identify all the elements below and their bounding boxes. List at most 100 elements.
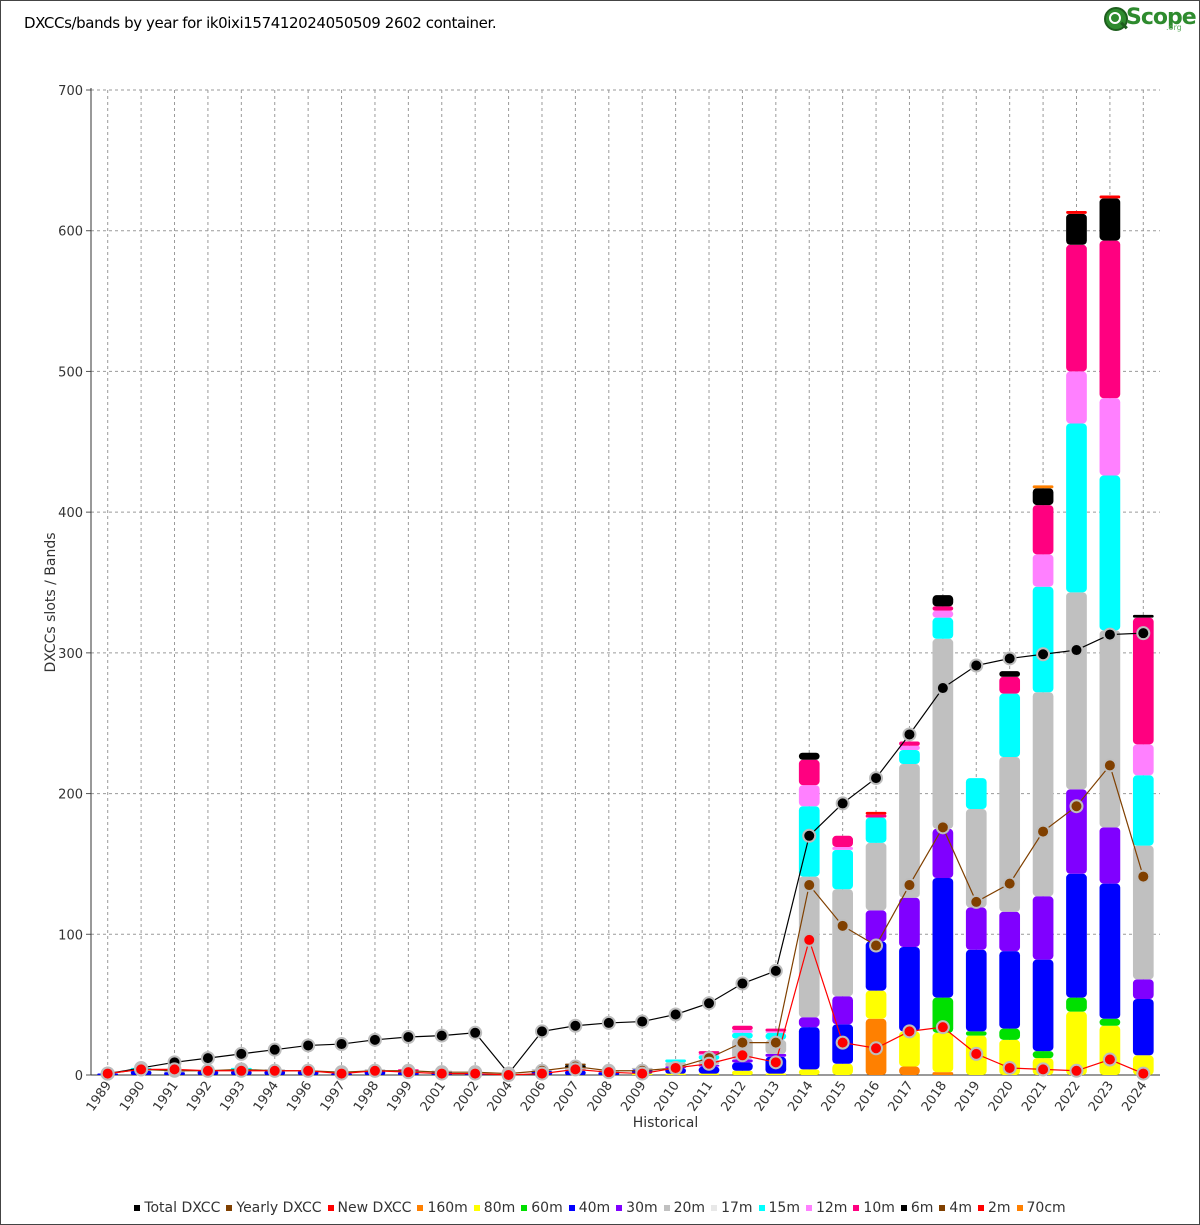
bar-segment-20m [832, 889, 853, 997]
point-new-dxcc [1102, 1052, 1117, 1067]
point-new-dxcc [768, 1055, 783, 1070]
x-tick-label: 1992 [184, 1079, 215, 1115]
bar-segment-10m [732, 1025, 753, 1030]
bar-segment-80m [832, 1063, 853, 1075]
bar-segment-80m [732, 1070, 753, 1075]
point-total-dxcc [367, 1032, 382, 1047]
legend-label: 2m [987, 1200, 1011, 1216]
point-total-dxcc [601, 1015, 616, 1030]
scope-logo[interactable]: Scope .org [1102, 4, 1197, 38]
bar-segment-30m [865, 910, 887, 942]
x-tick-label: 1997 [318, 1079, 349, 1115]
bar-segment-80m [698, 1073, 720, 1075]
bar-segment-2m [1099, 195, 1121, 199]
legend-label: 12m [815, 1200, 848, 1216]
y-tick-label: 0 [75, 1069, 83, 1084]
bar-segment-30m [965, 907, 987, 950]
legend-swatch [134, 1205, 141, 1211]
point-total-dxcc [1102, 627, 1117, 642]
legend-swatch [1016, 1205, 1023, 1211]
bar-segment-12m [1099, 398, 1121, 476]
magnifier-lens [1109, 12, 1121, 24]
x-tick-label: 1999 [384, 1079, 415, 1115]
legend-swatch [616, 1205, 623, 1211]
bar-segment-15m [732, 1032, 753, 1039]
point-new-dxcc [234, 1063, 249, 1078]
legend-item: 60m [521, 1200, 563, 1216]
legend-item: 6m [900, 1200, 933, 1216]
bar-segment-10m [899, 741, 920, 746]
point-yearly-dxcc [1136, 869, 1151, 884]
bar-segment-80m [1066, 1011, 1087, 1075]
chart-title: DXCCs/bands by year for ik0ixi1574120240… [24, 14, 497, 32]
legend-label: 15m [768, 1200, 800, 1216]
point-total-dxcc [768, 963, 783, 978]
bar-segment-40m [932, 878, 954, 998]
legend-swatch [568, 1205, 575, 1211]
bar-segment-30m [832, 996, 853, 1025]
legend-swatch [758, 1205, 765, 1211]
bar-segment-10m [798, 759, 820, 786]
bar-segment-160m [932, 1072, 954, 1075]
legend-label: 4m [949, 1200, 972, 1216]
bar-segment-12m [732, 1029, 753, 1033]
point-total-dxcc [902, 727, 917, 742]
point-total-dxcc [334, 1037, 349, 1052]
legend-swatch [327, 1205, 334, 1211]
bar-segment-20m [1132, 845, 1154, 980]
legend-item: 30m [616, 1200, 658, 1216]
legend-swatch [900, 1205, 907, 1211]
x-tick-label: 2017 [885, 1079, 916, 1115]
x-tick-label: 2009 [618, 1079, 649, 1115]
bar-segment-40m [1099, 883, 1121, 1019]
legend-item: Yearly DXCC [226, 1200, 322, 1216]
point-total-dxcc [835, 796, 850, 811]
x-tick-label: 2011 [685, 1079, 716, 1115]
point-total-dxcc [935, 681, 950, 696]
x-tick-label: 2018 [919, 1079, 950, 1115]
x-tick-label: 2020 [986, 1079, 1017, 1115]
y-axis-title: DXCCs slots / Bands [43, 532, 59, 672]
x-tick-label: 1993 [217, 1079, 248, 1115]
bar-segment-15m [965, 778, 987, 810]
x-tick-label: 1990 [117, 1079, 148, 1115]
point-yearly-dxcc [902, 878, 917, 893]
point-total-dxcc [301, 1038, 316, 1053]
bar-segment-12m [832, 847, 853, 850]
bar-segment-12m [1066, 371, 1087, 424]
bar-segment-15m [1132, 775, 1154, 846]
legend-swatch [853, 1205, 860, 1211]
bar-segment-15m [932, 617, 954, 639]
legend-swatch [226, 1205, 233, 1211]
x-tick-label: 2021 [1019, 1079, 1050, 1115]
x-tick-label: 2007 [551, 1079, 582, 1115]
point-yearly-dxcc [935, 820, 950, 835]
point-new-dxcc [1136, 1066, 1151, 1081]
bar-segment-6m [1066, 213, 1087, 245]
legend-item: 10m [853, 1200, 895, 1216]
legend-item: 15m [758, 1200, 800, 1216]
legend-label: 70cm [1026, 1200, 1066, 1216]
bar-segment-15m [832, 849, 853, 890]
point-new-dxcc [434, 1066, 449, 1081]
bar-segment-2m [865, 811, 887, 815]
bar-segment-12m [1132, 744, 1154, 776]
x-tick-label: 1991 [151, 1079, 182, 1115]
point-new-dxcc [902, 1024, 917, 1039]
bar-segment-60m [965, 1031, 987, 1036]
legend-swatch [521, 1205, 528, 1211]
x-tick-label: 2013 [752, 1079, 783, 1115]
point-yearly-dxcc [1002, 876, 1017, 891]
x-tick-label: 2006 [518, 1079, 549, 1115]
legend-swatch [663, 1205, 670, 1211]
legend-item: 17m [711, 1200, 753, 1216]
y-tick-label: 100 [58, 928, 83, 943]
legend-label: 80m [483, 1200, 516, 1216]
bar-segment-20m [899, 764, 920, 898]
point-total-dxcc [969, 658, 984, 673]
bar-segment-12m [798, 785, 820, 807]
bar-segment-60m [1066, 997, 1087, 1012]
point-new-dxcc [468, 1066, 483, 1081]
bar-segment-40m [1132, 999, 1154, 1056]
